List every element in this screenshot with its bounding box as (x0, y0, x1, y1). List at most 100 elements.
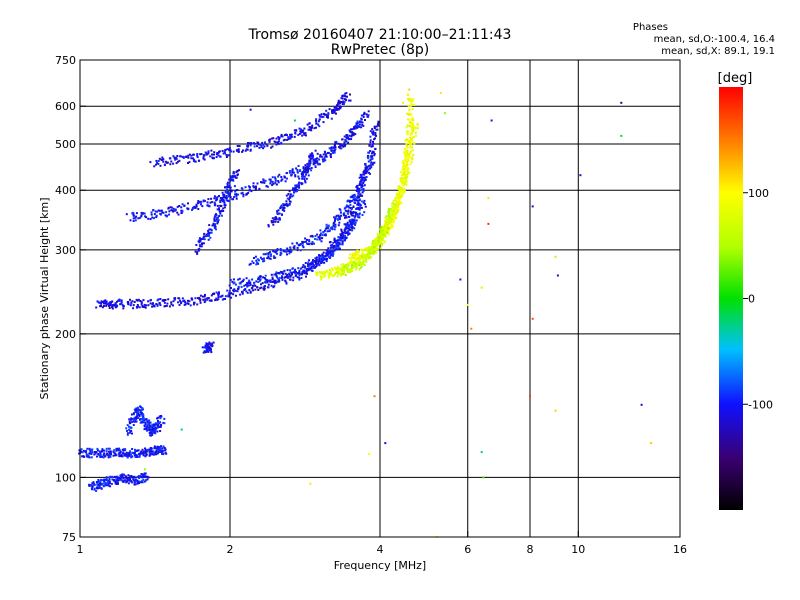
x-tick-label: 10 (571, 543, 585, 556)
data-point (319, 156, 321, 158)
data-point (241, 151, 243, 153)
data-point (364, 171, 366, 173)
data-point (370, 130, 372, 132)
data-point (349, 94, 351, 96)
data-point (361, 249, 363, 251)
data-point (349, 233, 351, 235)
data-point (122, 481, 124, 483)
data-point (263, 259, 265, 261)
data-point (354, 222, 356, 224)
data-point (275, 216, 277, 218)
data-point (320, 276, 322, 278)
data-point (100, 487, 102, 489)
data-point (160, 424, 162, 426)
data-point (342, 242, 344, 244)
data-point (240, 283, 242, 285)
data-point (304, 238, 306, 240)
data-point (320, 262, 322, 264)
data-point (322, 234, 324, 236)
data-point (305, 132, 307, 134)
data-point (334, 107, 336, 109)
data-point (187, 157, 189, 159)
data-point (355, 269, 357, 271)
data-point (262, 147, 264, 149)
data-point (183, 156, 185, 158)
data-point (350, 269, 352, 271)
data-point (354, 262, 356, 264)
data-point (381, 239, 383, 241)
data-point (265, 275, 267, 277)
data-point (292, 267, 294, 269)
data-point (211, 201, 213, 203)
data-point (311, 127, 313, 129)
data-point (219, 213, 221, 215)
data-point (261, 181, 263, 183)
data-point (242, 291, 244, 293)
data-point (147, 423, 149, 425)
data-point (160, 214, 162, 216)
data-point (207, 344, 209, 346)
data-point (238, 151, 240, 153)
data-point (358, 194, 360, 196)
data-point (198, 160, 200, 162)
data-point (158, 422, 160, 424)
data-point (402, 180, 404, 182)
data-point (417, 124, 419, 126)
data-point (263, 182, 265, 184)
data-point (237, 194, 239, 196)
data-point (305, 276, 307, 278)
data-point (234, 193, 236, 195)
data-point (270, 179, 272, 181)
data-point (389, 226, 391, 228)
data-point (413, 104, 415, 106)
data-point (252, 185, 254, 187)
data-point (355, 266, 357, 268)
data-point (297, 249, 299, 251)
data-point (144, 213, 146, 215)
data-point (255, 256, 257, 258)
data-point (374, 134, 376, 136)
data-point (275, 271, 277, 273)
y-tick-label: 600 (55, 100, 76, 113)
data-point (316, 272, 318, 274)
data-point (303, 178, 305, 180)
data-point (157, 305, 159, 307)
data-point (272, 137, 274, 139)
data-point (145, 307, 147, 309)
data-point (374, 395, 376, 397)
data-point (241, 286, 243, 288)
data-point (398, 200, 400, 202)
data-point (218, 155, 220, 157)
data-point (264, 288, 266, 290)
data-point (170, 161, 172, 163)
data-point (217, 293, 219, 295)
data-point (290, 193, 292, 195)
data-point (228, 179, 230, 181)
data-point (217, 205, 219, 207)
data-point (292, 277, 294, 279)
data-point (291, 274, 293, 276)
data-point (276, 212, 278, 214)
data-point (406, 133, 408, 135)
data-point (346, 206, 348, 208)
data-point (339, 218, 341, 220)
data-point (172, 163, 174, 165)
data-point (557, 275, 559, 277)
data-point (373, 138, 375, 140)
data-point (219, 210, 221, 212)
data-point (332, 275, 334, 277)
data-point (325, 258, 327, 260)
data-point (413, 125, 415, 127)
data-point (199, 244, 201, 246)
data-point (328, 252, 330, 254)
data-point (94, 488, 96, 490)
data-point (408, 109, 410, 111)
data-point (345, 210, 347, 212)
data-point (293, 247, 295, 249)
data-point (103, 305, 105, 307)
data-point (158, 448, 160, 450)
data-point (362, 261, 364, 263)
data-point (286, 203, 288, 205)
data-point (159, 210, 161, 212)
data-point (222, 199, 224, 201)
